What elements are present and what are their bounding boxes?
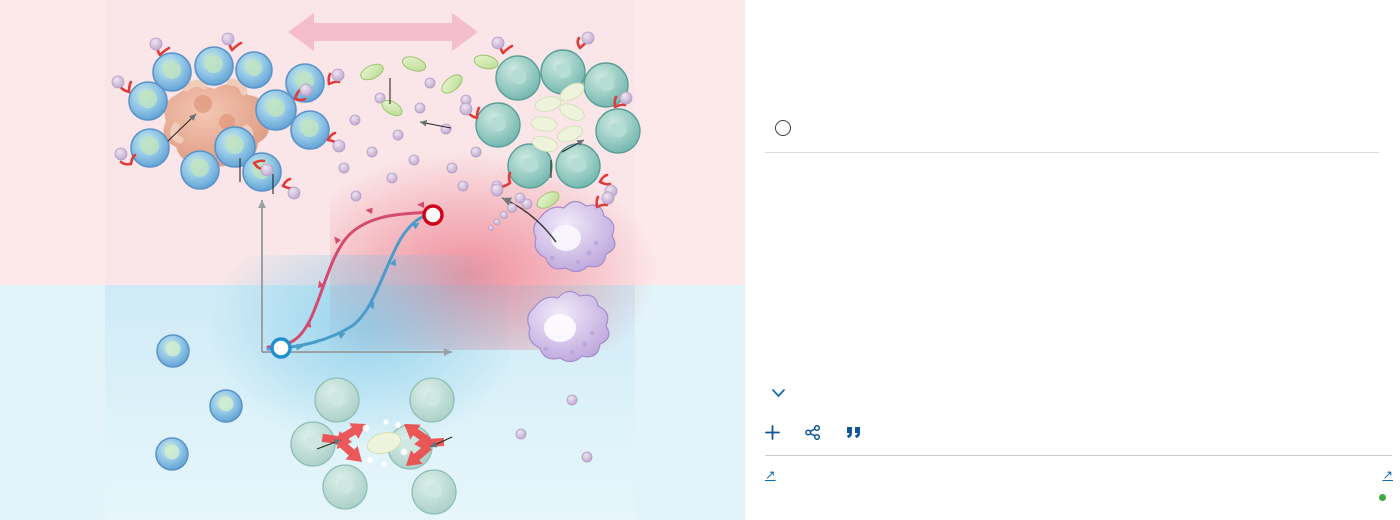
publication-status-row (765, 120, 807, 136)
low-state-node (270, 337, 292, 359)
abstract-artwork (111, 31, 641, 515)
tam-cell (488, 191, 616, 273)
plus-icon (765, 425, 780, 440)
access-dot-icon (1379, 494, 1386, 501)
external-link-icon: ↗ (765, 468, 776, 482)
chevron-down-icon (772, 389, 785, 398)
divider-top (765, 152, 1379, 153)
article-actions (765, 425, 869, 440)
cd8-t-cells-bottom (155, 334, 243, 471)
get-rights-link[interactable]: ↗ (1382, 467, 1393, 482)
divider-bottom (765, 455, 1392, 456)
leader-lines (167, 78, 585, 450)
cd8-t-cell-cluster (128, 46, 330, 192)
access-status (1379, 494, 1393, 501)
neutrophil-cluster (290, 377, 457, 515)
blue-branch-arrows (296, 211, 440, 351)
hysteresis-chart (258, 200, 452, 359)
help-icon[interactable] (775, 120, 791, 136)
dual-challenges-arrow (288, 13, 478, 51)
share-button[interactable] (805, 425, 828, 440)
show-more-button[interactable] (765, 389, 785, 398)
article-panel: ↗ ↗ (745, 0, 1400, 520)
share-icon (805, 425, 821, 440)
il10-ligands-bottom (515, 394, 593, 463)
add-to-mendeley-button[interactable] (765, 425, 787, 440)
macrophage-cell (527, 290, 610, 363)
cite-button[interactable] (846, 426, 869, 440)
doi-link[interactable]: ↗ (765, 467, 776, 482)
quote-icon (847, 426, 860, 438)
graphical-abstract (0, 0, 745, 520)
external-link-icon: ↗ (1382, 468, 1393, 482)
il10r-receptors (118, 38, 341, 190)
high-state-node (422, 204, 444, 226)
